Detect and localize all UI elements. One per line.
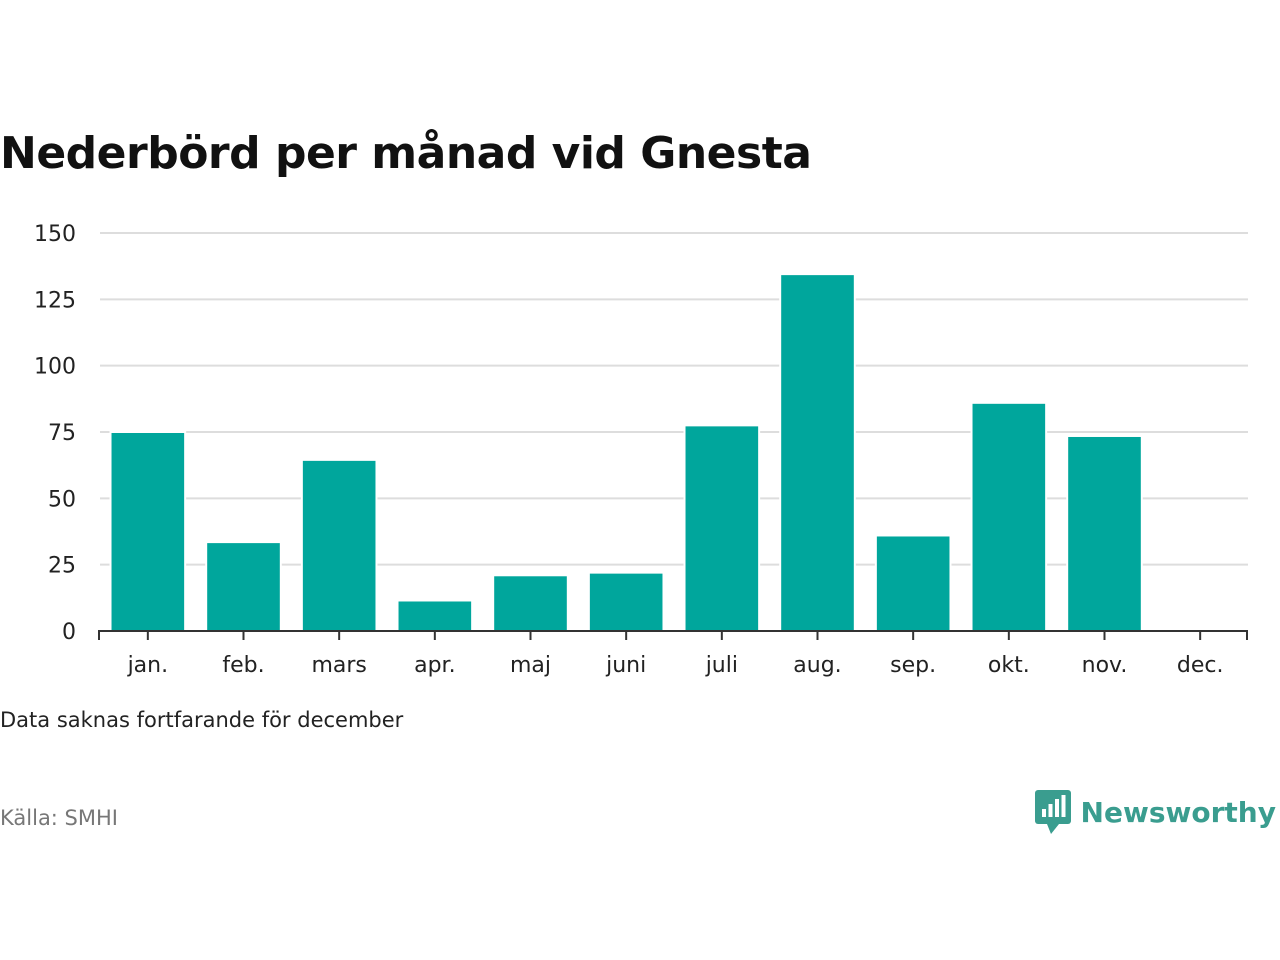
y-tick-label: 125 — [34, 288, 76, 313]
x-tick-label: dec. — [1177, 653, 1224, 678]
bar-maj[interactable] — [492, 574, 569, 633]
bar-aug[interactable] — [779, 273, 856, 632]
y-tick-label: 0 — [62, 620, 76, 645]
brand-name: Newsworthy — [1080, 795, 1276, 829]
gridlines — [100, 232, 1248, 566]
bars — [109, 273, 1143, 633]
bar-apr[interactable] — [396, 599, 474, 633]
y-tick-label: 75 — [48, 421, 76, 446]
bar-juli[interactable] — [683, 424, 761, 632]
x-tick-label: feb. — [222, 653, 264, 678]
x-tick-label: mars — [311, 653, 366, 678]
bar-okt[interactable] — [970, 401, 1048, 632]
chart-note: Data saknas fortfarande för december — [0, 708, 404, 732]
bar-juni[interactable] — [587, 571, 665, 632]
bar-jan[interactable] — [109, 431, 187, 632]
bar-sep[interactable] — [874, 534, 952, 632]
y-tick-label: 100 — [34, 355, 76, 380]
x-tick-label: jan. — [127, 653, 169, 678]
x-tick-label: maj — [510, 653, 551, 678]
x-tick-label: sep. — [890, 653, 936, 678]
x-tick-label: aug. — [793, 653, 841, 678]
newsworthy-chart-bubble-icon — [1034, 790, 1071, 834]
bar-mars[interactable] — [300, 458, 378, 632]
bar-nov[interactable] — [1066, 434, 1143, 633]
x-tick-label: juli — [705, 653, 738, 678]
y-axis-ticks: 0 25 50 75 100 125 150 — [34, 222, 76, 645]
y-tick-label: 25 — [48, 554, 76, 579]
y-tick-label: 150 — [34, 222, 76, 247]
source-text: Källa: SMHI — [0, 806, 118, 830]
bar-feb[interactable] — [205, 541, 282, 633]
newsworthy-logo[interactable]: Newsworthy — [1034, 790, 1276, 834]
chart-title: Nederbörd per månad vid Gnesta — [0, 128, 812, 179]
x-tick-label: apr. — [414, 653, 455, 678]
x-axis: jan. feb. mars apr. maj juni juli aug. sep. okt. n… — [98, 630, 1248, 678]
x-tick-label: nov. — [1082, 653, 1128, 678]
x-tick-label: okt. — [988, 653, 1030, 678]
x-tick-label: juni — [605, 653, 646, 678]
bar-chart: 0 25 50 75 100 125 150 jan. feb. mars apr. maj juni… — [34, 222, 1248, 678]
y-tick-label: 50 — [48, 487, 76, 512]
